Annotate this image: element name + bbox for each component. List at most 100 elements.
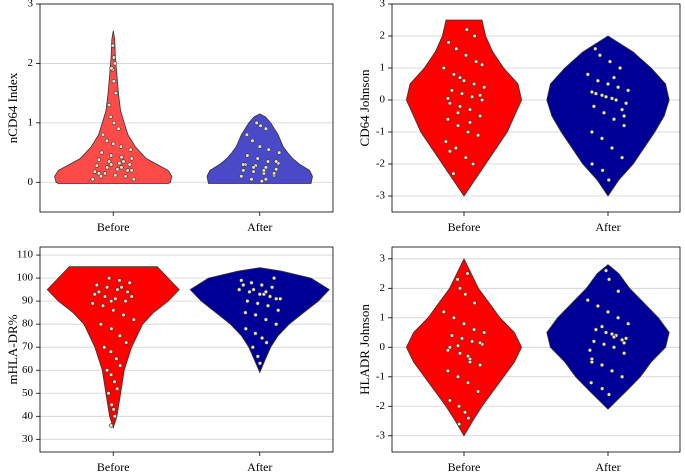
data-point: [112, 61, 117, 66]
data-point: [251, 169, 256, 174]
data-point: [457, 421, 462, 427]
data-point: [601, 342, 607, 347]
data-point: [595, 303, 601, 309]
data-point: [476, 133, 481, 138]
data-point: [263, 289, 269, 295]
y-tick-label: 2: [380, 30, 386, 42]
data-point: [459, 336, 465, 341]
data-point: [116, 126, 121, 131]
y-tick-label: 3: [380, 0, 386, 10]
data-point: [106, 391, 111, 396]
y-tick-label: 3: [28, 0, 34, 10]
violin-body: [405, 257, 523, 437]
y-axis-label: mHLA-DR%: [5, 314, 20, 384]
data-point: [454, 46, 459, 51]
data-point: [239, 278, 244, 283]
data-point: [94, 163, 99, 168]
data-point: [589, 161, 595, 167]
data-point: [609, 368, 615, 374]
data-point: [243, 310, 248, 315]
data-point: [470, 94, 475, 99]
data-point: [114, 356, 119, 361]
y-axis-label: nCD64 Index: [5, 72, 20, 143]
data-point: [250, 345, 255, 350]
data-point: [263, 177, 269, 182]
data-point: [585, 72, 590, 77]
data-point: [606, 277, 612, 282]
axes-frame: [39, 246, 334, 453]
data-point: [465, 129, 471, 135]
axes-frame: [39, 3, 334, 213]
data-point: [619, 337, 625, 343]
data-point: [461, 321, 467, 326]
data-point: [593, 46, 598, 51]
data-point: [128, 147, 133, 152]
data-point: [263, 126, 269, 131]
data-point: [260, 335, 265, 341]
data-point: [613, 97, 619, 103]
violin-body: [546, 35, 670, 197]
y-tick-label: 1: [380, 62, 386, 74]
data-point: [129, 156, 134, 161]
data-point: [272, 171, 277, 176]
y-tick-label: 90: [22, 295, 34, 307]
data-point: [102, 171, 108, 176]
x-tick-label: Before: [448, 220, 481, 234]
data-point: [245, 299, 250, 304]
y-axis-label: CD64 Johnson: [357, 69, 372, 146]
data-point: [96, 171, 101, 176]
data-point: [129, 168, 134, 173]
data-point: [99, 150, 104, 155]
data-point: [255, 354, 260, 359]
y-tick-label: 40: [22, 410, 34, 422]
data-point: [109, 326, 114, 331]
data-point: [603, 268, 609, 273]
data-point: [237, 287, 242, 292]
data-point: [589, 380, 594, 385]
data-point: [463, 155, 468, 160]
violin-body: [206, 113, 313, 184]
data-point: [115, 287, 120, 292]
x-tick-label: Before: [97, 460, 130, 472]
violin-body: [546, 264, 670, 410]
data-point: [589, 89, 595, 95]
data-point: [109, 299, 114, 304]
x-tick-label: Before: [448, 460, 481, 472]
data-point: [605, 81, 611, 87]
data-point: [274, 296, 279, 301]
data-point: [118, 144, 123, 149]
data-point: [623, 336, 629, 341]
data-point: [241, 162, 246, 167]
data-point: [600, 386, 605, 391]
data-point: [457, 75, 463, 80]
data-point: [463, 292, 468, 297]
data-point: [131, 317, 136, 322]
violin-body: [189, 267, 330, 374]
x-tick-label: After: [247, 460, 272, 472]
y-tick-label: 0: [380, 94, 386, 106]
data-point: [115, 386, 120, 391]
y-tick-label: 100: [17, 272, 34, 284]
data-point: [109, 153, 114, 158]
data-point: [264, 340, 269, 345]
data-point: [102, 345, 107, 350]
data-point: [482, 330, 487, 335]
data-point: [462, 410, 468, 415]
data-point: [278, 296, 283, 301]
data-point: [277, 150, 282, 155]
data-point: [617, 65, 623, 71]
data-point: [599, 136, 605, 141]
data-point: [249, 280, 254, 285]
data-point: [104, 165, 110, 170]
data-point: [455, 123, 461, 128]
data-point: [113, 296, 118, 301]
data-point: [108, 349, 113, 354]
data-point: [255, 156, 260, 161]
data-point: [599, 324, 605, 329]
data-point: [108, 372, 114, 377]
y-tick-label: -2: [376, 400, 385, 412]
data-point: [466, 416, 471, 421]
data-point: [585, 298, 590, 303]
y-tick-label: 60: [22, 364, 34, 376]
